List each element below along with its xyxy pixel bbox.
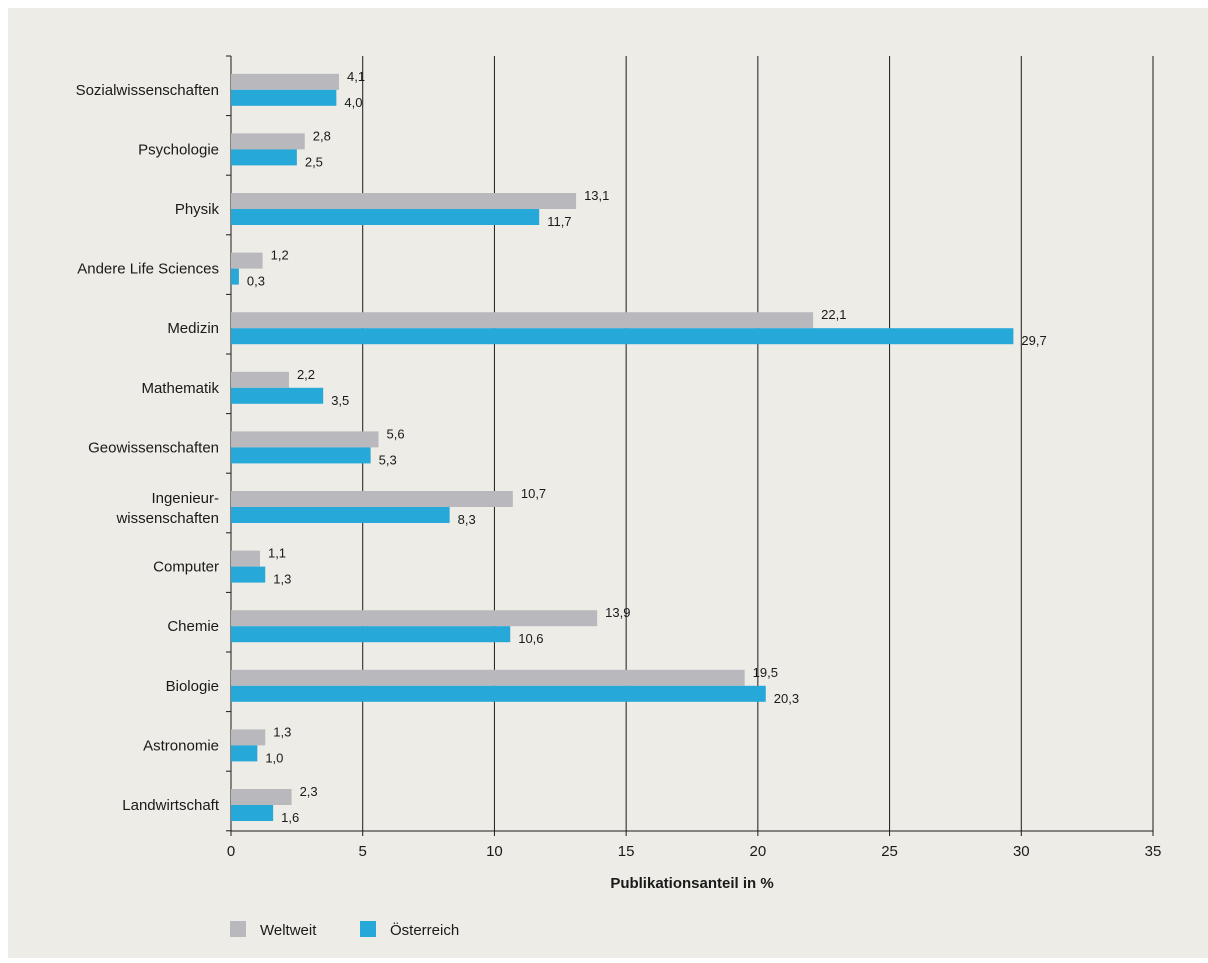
bar-oesterreich (231, 685, 766, 702)
x-tick-label: 35 (1145, 843, 1162, 860)
data-label: 2,3 (300, 784, 318, 799)
bar-oesterreich (231, 805, 274, 821)
x-tick-label: 25 (881, 843, 898, 860)
bar-oesterreich (231, 209, 540, 225)
category-label: Mathematik (141, 380, 219, 397)
data-label: 10,6 (518, 631, 543, 646)
x-tick-label: 15 (618, 843, 635, 860)
x-tick-label: 5 (359, 843, 367, 860)
bar-oesterreich (231, 447, 371, 464)
data-label: 20,3 (774, 691, 799, 706)
data-label: 4,1 (347, 69, 365, 84)
data-label: 5,6 (387, 426, 405, 441)
bar-weltweit (231, 371, 289, 388)
data-label: 10,7 (521, 486, 546, 501)
data-label: 5,3 (379, 452, 397, 467)
x-axis-title: Publikationsanteil in % (610, 875, 773, 892)
data-label: 0,3 (247, 274, 265, 289)
legend-swatch (360, 921, 376, 937)
category-label: Medizin (167, 320, 219, 337)
bar-weltweit (231, 550, 260, 567)
category-label: Ingenieur-wissenschaften (115, 490, 219, 527)
category-label: Physik (175, 201, 220, 218)
bar-oesterreich (231, 507, 450, 523)
bar-weltweit (231, 193, 577, 209)
bar-weltweit (231, 133, 305, 150)
data-label: 13,1 (584, 188, 609, 203)
bar-weltweit (231, 729, 266, 746)
data-label: 1,2 (271, 248, 289, 263)
data-label: 22,1 (821, 307, 846, 322)
bar-oesterreich (231, 89, 337, 106)
data-label: 1,3 (273, 572, 291, 587)
bar-oesterreich (231, 566, 266, 583)
data-label: 11,7 (547, 214, 571, 229)
x-tick-label: 20 (750, 843, 767, 860)
legend-label: Weltweit (260, 922, 317, 939)
legend-swatch (230, 921, 246, 937)
x-tick-label: 30 (1013, 843, 1030, 860)
category-label: Biologie (166, 678, 219, 695)
data-label: 2,5 (305, 154, 323, 169)
category-label: Astronomie (143, 737, 219, 754)
category-label: Sozialwissenschaften (76, 82, 219, 99)
bar-weltweit (231, 312, 814, 329)
category-label: Psychologie (138, 141, 219, 158)
data-label: 2,8 (313, 128, 331, 143)
data-label: 3,5 (331, 393, 349, 408)
data-label: 8,3 (458, 512, 476, 527)
bar-weltweit (231, 73, 340, 90)
bar-weltweit (231, 431, 379, 448)
bar-oesterreich (231, 387, 324, 404)
bar-oesterreich (231, 328, 1014, 345)
data-label: 19,5 (753, 665, 778, 680)
category-label: Computer (153, 559, 219, 576)
bar-weltweit (231, 669, 745, 686)
x-tick-label: 10 (486, 843, 503, 860)
x-tick-label: 0 (227, 843, 235, 860)
legend-label: Österreich (390, 921, 459, 939)
bar-oesterreich (231, 149, 297, 166)
bar-oesterreich (231, 745, 258, 762)
bar-oesterreich (231, 268, 239, 285)
data-label: 1,3 (273, 724, 291, 739)
chart-background: 0 5 10 15 20 25 30 35 4,1 4,0 Sozialwissenschaften… (8, 8, 1208, 958)
data-label: 1,1 (268, 546, 286, 561)
data-label: 2,2 (297, 367, 315, 382)
data-label: 29,7 (1021, 333, 1046, 348)
bar-weltweit (231, 789, 292, 805)
data-label: 1,0 (265, 750, 283, 765)
data-label: 1,6 (281, 810, 299, 825)
category-label: Andere Life Sciences (77, 261, 219, 278)
bar-weltweit (231, 252, 263, 269)
publication-share-bar-chart: 0 5 10 15 20 25 30 35 4,1 4,0 Sozialwissenschaften… (76, 55, 1162, 939)
bar-weltweit (231, 491, 513, 507)
bar-weltweit (231, 610, 598, 627)
data-label: 13,9 (605, 605, 630, 620)
category-label: Landwirtschaft (122, 797, 220, 814)
bar-oesterreich (231, 626, 511, 643)
category-label: Geowissenschaften (88, 439, 219, 456)
data-label: 4,0 (344, 95, 362, 110)
category-label: Chemie (167, 618, 219, 635)
